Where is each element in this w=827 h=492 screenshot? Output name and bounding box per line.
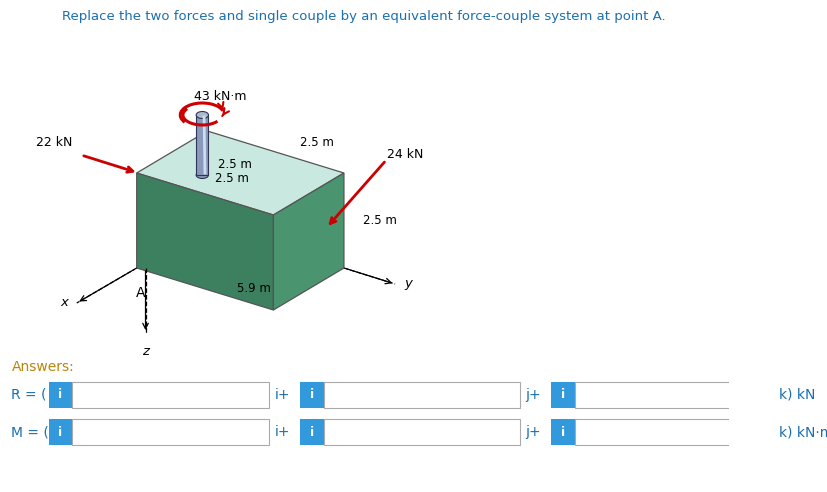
FancyBboxPatch shape [72, 419, 269, 445]
Text: 2.5 m: 2.5 m [300, 135, 334, 149]
Text: k) kN: k) kN [779, 388, 815, 402]
Text: i: i [59, 389, 63, 401]
Text: 2.5 m: 2.5 m [218, 158, 252, 172]
Text: 2.5 m: 2.5 m [214, 172, 248, 184]
Text: i: i [309, 426, 313, 438]
Text: 22 kN: 22 kN [36, 136, 73, 150]
Text: i+: i+ [275, 425, 289, 439]
Text: R = (: R = ( [12, 388, 47, 402]
FancyBboxPatch shape [552, 419, 575, 445]
Text: i: i [59, 426, 63, 438]
FancyBboxPatch shape [575, 382, 772, 408]
Ellipse shape [196, 112, 208, 119]
Text: Answers:: Answers: [12, 360, 75, 374]
Text: k) kN·m: k) kN·m [779, 425, 827, 439]
Polygon shape [136, 131, 344, 215]
Ellipse shape [196, 172, 208, 179]
Text: M = (: M = ( [12, 425, 50, 439]
Text: 24 kN: 24 kN [388, 149, 424, 161]
Text: Replace the two forces and single couple by an equivalent force-couple system at: Replace the two forces and single couple… [62, 10, 666, 23]
Text: j+: j+ [526, 425, 541, 439]
Text: i: i [561, 389, 565, 401]
Polygon shape [196, 115, 208, 175]
Text: 43 kN·m: 43 kN·m [194, 91, 246, 103]
Text: y: y [404, 277, 412, 290]
FancyBboxPatch shape [575, 419, 772, 445]
Text: j+: j+ [526, 388, 541, 402]
FancyBboxPatch shape [72, 382, 269, 408]
FancyBboxPatch shape [49, 382, 72, 408]
FancyBboxPatch shape [552, 382, 575, 408]
Polygon shape [274, 173, 344, 310]
Text: A: A [136, 286, 146, 300]
Text: z: z [142, 345, 149, 358]
FancyBboxPatch shape [49, 419, 72, 445]
Text: 5.9 m: 5.9 m [237, 281, 270, 295]
FancyBboxPatch shape [300, 382, 323, 408]
Text: 2.5 m: 2.5 m [363, 214, 397, 227]
FancyBboxPatch shape [323, 419, 520, 445]
Text: i: i [309, 389, 313, 401]
Text: i: i [561, 426, 565, 438]
Polygon shape [136, 173, 274, 310]
FancyBboxPatch shape [323, 382, 520, 408]
FancyBboxPatch shape [300, 419, 323, 445]
Text: x: x [60, 297, 68, 309]
Text: i+: i+ [275, 388, 289, 402]
